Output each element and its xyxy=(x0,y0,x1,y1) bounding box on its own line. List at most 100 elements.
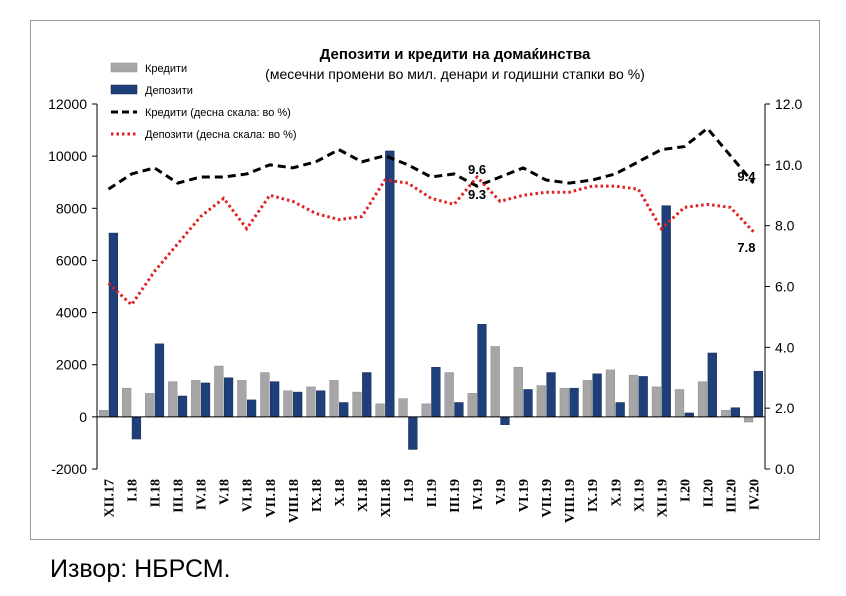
x-tick-label: XI.18 xyxy=(356,479,371,512)
bar-krediti xyxy=(674,389,685,418)
legend-swatch xyxy=(110,62,138,73)
bar-krediti xyxy=(352,391,362,418)
left-tick-label: 8000 xyxy=(56,200,87,216)
right-tick-label: 6.0 xyxy=(775,279,795,295)
left-tick-label: 2000 xyxy=(56,357,87,373)
bar-krediti xyxy=(651,386,662,418)
left-tick-label: 6000 xyxy=(56,252,87,268)
bar-krediti xyxy=(444,372,454,418)
x-tick-label: IV.20 xyxy=(747,479,762,510)
bar-krediti xyxy=(697,381,708,418)
bar-depoziti xyxy=(753,370,763,418)
x-tick-label: IX.19 xyxy=(586,479,601,512)
x-tick-label: XII.18 xyxy=(379,479,394,518)
chart-subtitle: (месечни промени во мил. денари и годишн… xyxy=(265,66,645,82)
bar-krediti xyxy=(329,380,339,418)
line-depoziti-rate xyxy=(107,174,755,308)
bar-depoziti xyxy=(615,402,625,418)
x-tick-label: IV.19 xyxy=(471,479,486,510)
x-tick-label: XI.19 xyxy=(632,479,647,512)
x-tick-label: II.18 xyxy=(149,479,164,507)
left-tick-label: 0 xyxy=(79,409,87,425)
bar-depoziti xyxy=(661,205,671,418)
bar-krediti xyxy=(375,403,385,418)
bar-krediti xyxy=(743,416,754,423)
bar-depoziti xyxy=(108,232,119,418)
x-tick-label: II.19 xyxy=(425,479,440,507)
bar-depoziti xyxy=(339,402,349,418)
bar-depoziti xyxy=(638,376,648,418)
bar-krediti xyxy=(605,369,616,418)
bar-depoziti xyxy=(500,416,510,425)
x-tick-label: III.20 xyxy=(724,479,739,513)
bar-krediti xyxy=(490,346,500,418)
data-label: 9.3 xyxy=(468,187,486,202)
right-tick-label: 4.0 xyxy=(775,339,795,355)
left-tick-label: -2000 xyxy=(51,461,87,477)
bar-krediti xyxy=(306,386,316,418)
line-krediti-rate xyxy=(107,126,755,191)
x-tick-label: VI.19 xyxy=(517,479,532,512)
bar-krediti xyxy=(467,393,477,418)
chart-svg: Депозити и кредити на домаќинства (месеч… xyxy=(48,46,802,523)
data-label: 9.4 xyxy=(737,169,756,184)
x-tick-label: I.18 xyxy=(126,479,141,502)
bar-depoziti xyxy=(177,395,188,418)
x-tick-label: III.18 xyxy=(172,479,187,513)
bar-depoziti xyxy=(454,402,464,418)
bar-krediti xyxy=(513,367,523,418)
left-tick-label: 12000 xyxy=(48,96,87,112)
bar-krediti xyxy=(628,374,639,418)
bar-depoziti xyxy=(523,389,533,418)
bar-krediti xyxy=(421,403,431,418)
x-tick-label: X.19 xyxy=(609,479,624,507)
bar-krediti xyxy=(283,390,293,418)
legend-label: Кредити xyxy=(145,63,187,75)
bar-krediti xyxy=(237,380,247,418)
x-tick-label: VII.19 xyxy=(540,479,555,518)
x-tick-label: VIII.19 xyxy=(563,479,578,523)
x-tick-label: II.20 xyxy=(701,479,716,507)
bar-krediti xyxy=(99,410,109,418)
right-tick-label: 8.0 xyxy=(775,218,795,234)
bar-depoziti xyxy=(293,391,303,418)
bar-depoziti xyxy=(154,343,165,418)
bar-depoziti xyxy=(431,367,441,418)
legend: Кредити Депозити Кредити (десна скала: во … xyxy=(110,62,297,141)
chart-frame: Депозити и кредити на домаќинства (месеч… xyxy=(30,20,820,540)
x-tick-label: IV.18 xyxy=(195,479,210,510)
bar-krediti xyxy=(582,380,592,418)
bar-depoziti xyxy=(592,373,602,418)
data-label: 7.8 xyxy=(737,240,755,255)
data-label: 9.6 xyxy=(468,162,486,177)
right-tick-label: 2.0 xyxy=(775,400,795,416)
bar-depoziti xyxy=(316,390,326,418)
bar-depoziti xyxy=(200,382,211,418)
right-tick-label: 0.0 xyxy=(775,461,795,477)
right-tick-label: 10.0 xyxy=(775,157,802,173)
x-tick-label: V.18 xyxy=(218,479,233,505)
bar-depoziti xyxy=(246,399,257,418)
bar-depoziti xyxy=(684,412,694,418)
legend-label: Кредити (десна скала: во %) xyxy=(145,107,291,119)
x-tick-label: XII.19 xyxy=(655,479,670,518)
bar-depoziti xyxy=(546,372,556,418)
bar-krediti xyxy=(168,381,178,418)
bar-depoziti xyxy=(408,416,418,450)
chart-title: Депозити и кредити на домаќинства xyxy=(320,46,591,63)
bar-depoziti xyxy=(131,416,142,440)
bar-depoziti xyxy=(477,324,487,418)
legend-label: Депозити (десна скала: во %) xyxy=(145,129,297,141)
bar-depoziti xyxy=(385,150,395,418)
plot-area: -2000 0 2000 4000 6000 8000 10000 12000 0.0 2.0 4.… xyxy=(48,96,802,523)
x-tick-label: X.18 xyxy=(333,479,348,507)
x-tick-label: I.19 xyxy=(402,479,417,502)
x-tick-label: I.20 xyxy=(678,479,693,502)
x-tick-label: III.19 xyxy=(448,479,463,513)
bar-depoziti xyxy=(270,381,280,418)
left-tick-label: 10000 xyxy=(48,148,87,164)
bar-depoziti xyxy=(362,372,372,418)
x-tick-label: V.19 xyxy=(494,479,509,505)
x-tick-label: VII.18 xyxy=(264,479,279,518)
bar-krediti xyxy=(214,365,224,418)
